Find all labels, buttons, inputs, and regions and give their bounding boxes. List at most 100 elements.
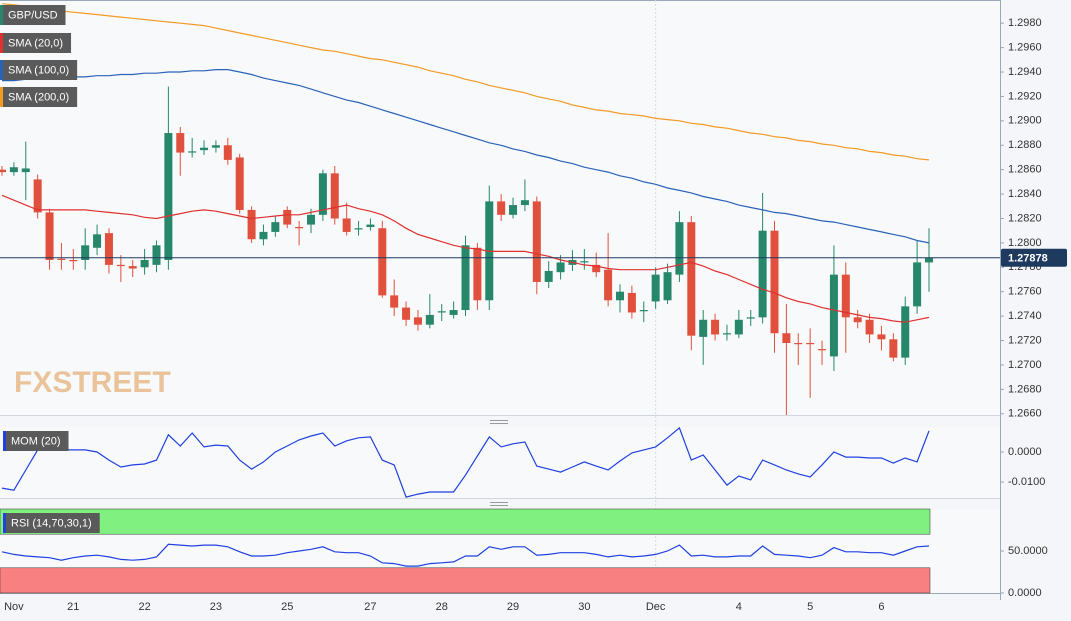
candle-body: [0, 169, 6, 173]
legend-label: SMA (20,0): [8, 37, 63, 49]
x-tick-label: 23: [210, 601, 222, 613]
x-tick-label: 25: [281, 601, 293, 613]
y-tick-label: 1.2900: [1008, 115, 1042, 127]
x-tick-label: 4: [736, 601, 742, 613]
y-tick-label: 1.2940: [1008, 66, 1042, 78]
candle-body: [81, 245, 90, 260]
watermark: FXSTREET: [14, 366, 171, 399]
candle-body: [675, 222, 684, 275]
candle-body: [188, 151, 197, 153]
legend-box: [0, 60, 78, 80]
y-tick-label: 0.0000: [1008, 446, 1042, 458]
legend-label: RSI (14,70,30,1): [11, 517, 92, 529]
candle-body: [841, 274, 850, 318]
candle-body: [140, 259, 149, 268]
y-tick-label: 1.2660: [1008, 408, 1042, 420]
candle-body: [497, 201, 506, 215]
y-tick-label: -0.0100: [1008, 476, 1045, 488]
candle-body: [925, 257, 933, 263]
candle-body: [461, 245, 470, 311]
candle-body: [806, 342, 815, 345]
y-tick-label: 1.2880: [1008, 139, 1042, 151]
candle-body: [449, 310, 458, 315]
candle-body: [829, 274, 838, 357]
y-tick-label: 1.2800: [1008, 237, 1042, 249]
candle-body: [307, 214, 315, 225]
x-tick-label: 30: [578, 601, 590, 613]
candle-body: [354, 228, 363, 230]
candle-body: [592, 264, 601, 273]
x-tick-label: 5: [807, 601, 813, 613]
candle-body: [687, 222, 696, 336]
rsi-zone: [0, 567, 931, 594]
legend-swatch: [3, 513, 6, 533]
candle-body: [378, 228, 387, 296]
candle-body: [746, 317, 755, 319]
x-tick-label: Nov: [4, 601, 24, 613]
legend-swatch: [0, 33, 3, 53]
last-price-box: [1001, 248, 1067, 267]
candle-body: [639, 310, 648, 312]
legend-label: GBP/USD: [8, 9, 58, 21]
candle-body: [520, 200, 529, 206]
candle-body: [913, 262, 922, 307]
candle-body: [104, 233, 113, 265]
candle-body: [473, 247, 482, 301]
candle-body: [782, 333, 791, 343]
y-tick-label: 1.2960: [1008, 42, 1042, 54]
candle-body: [176, 133, 185, 153]
x-tick-label: 22: [138, 601, 150, 613]
candle-body: [235, 157, 244, 210]
candle-body: [247, 209, 256, 240]
candle-body: [544, 270, 553, 282]
y-tick-label: 1.2840: [1008, 188, 1042, 200]
candle-body: [758, 230, 767, 318]
y-tick-label: 1.2820: [1008, 212, 1042, 224]
candle-body: [200, 147, 209, 151]
candle-body: [33, 179, 42, 213]
candle-body: [865, 319, 874, 335]
y-tick-label: 1.2920: [1008, 90, 1042, 102]
x-tick-label: 29: [507, 601, 519, 613]
legend-label: SMA (200,0): [8, 91, 69, 103]
y-tick-label: 1.2760: [1008, 286, 1042, 298]
last-price-label: 1.27878: [1008, 253, 1048, 265]
candle-body: [390, 295, 399, 308]
candle-body: [509, 205, 518, 215]
y-tick-label: 1.2740: [1008, 310, 1042, 322]
candle-body: [770, 230, 779, 334]
y-tick-label: 1.2980: [1008, 17, 1042, 29]
legend-box: [0, 5, 66, 25]
y-tick-label: 1.2680: [1008, 383, 1042, 395]
indicator-line: [2, 69, 930, 244]
legend-box: [3, 431, 69, 451]
x-tick-label: 6: [878, 601, 884, 613]
legend-box: [3, 513, 100, 533]
candle-body: [818, 349, 827, 351]
legend-label: SMA (100,0): [8, 64, 69, 76]
resize-handle: [490, 420, 508, 506]
indicator-line: [1, 426, 930, 498]
legend-swatch: [0, 60, 3, 80]
y-tick-label: 0.0000: [1008, 587, 1042, 599]
x-tick-label: Dec: [646, 601, 666, 613]
candle-body: [223, 145, 232, 160]
candle-body: [627, 292, 636, 313]
y-tick-label: 50.0000: [1008, 545, 1048, 557]
y-tick-label: 1.2860: [1008, 164, 1042, 176]
x-tick-label: 28: [436, 601, 448, 613]
indicator-line: [1, 194, 930, 323]
indicator-line: [1, 543, 930, 567]
candle-body: [711, 319, 720, 335]
candle-body: [21, 168, 30, 173]
candle-body: [271, 222, 280, 232]
candle-body: [616, 291, 624, 301]
candle-body: [9, 167, 18, 173]
y-tick-label: 1.2720: [1008, 334, 1042, 346]
candle-body: [437, 311, 446, 313]
legend-box: [0, 87, 78, 107]
candle-body: [425, 314, 434, 325]
x-tick-label: 27: [364, 601, 376, 613]
indicator-line: [1, 3, 930, 161]
legend-label: MOM (20): [11, 435, 61, 447]
